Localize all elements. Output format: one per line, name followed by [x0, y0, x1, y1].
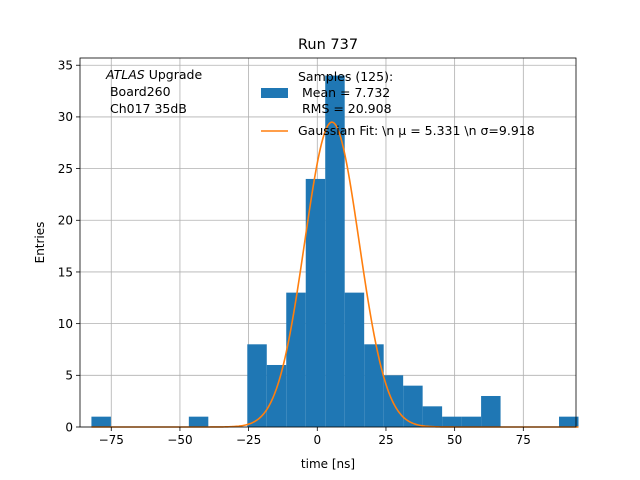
- histogram-bar: [403, 385, 423, 427]
- atlas-label: ATLAS: [105, 67, 145, 82]
- x-tick-label: −75: [99, 433, 124, 447]
- x-tick-label: 25: [378, 433, 393, 447]
- y-axis-label: Entries: [33, 222, 47, 264]
- y-tick-label: 10: [58, 317, 73, 331]
- histogram-bar: [383, 375, 404, 427]
- histogram-bar: [422, 406, 443, 427]
- x-tick-label: 75: [516, 433, 531, 447]
- x-tick-label: −25: [236, 433, 261, 447]
- histogram-bar: [364, 344, 384, 427]
- histogram-bar: [461, 416, 482, 427]
- x-tick-label: −50: [167, 433, 192, 447]
- histogram-bar: [247, 344, 267, 427]
- atlas-annotation-line3: Ch017 35dB: [106, 101, 187, 116]
- x-tick-label: 50: [447, 433, 462, 447]
- y-tick-label: 30: [58, 110, 73, 124]
- histogram-bar: [344, 292, 365, 427]
- atlas-annotation-line1: ATLAS Upgrade: [105, 67, 202, 82]
- histogram-bar: [188, 416, 209, 427]
- legend-samples-line3: RMS = 20.908: [298, 101, 392, 116]
- x-axis-ticks: −75 −50 −25 0 25 50 75: [99, 427, 531, 447]
- histogram-bars: [91, 75, 579, 428]
- x-axis-label: time [ns]: [301, 457, 355, 471]
- y-tick-label: 5: [65, 369, 73, 383]
- legend-samples-patch: [261, 88, 288, 98]
- y-axis-ticks: 0 5 10 15 20 25 30 35: [58, 59, 80, 434]
- histogram-bar: [91, 416, 111, 427]
- y-tick-label: 20: [58, 214, 73, 228]
- legend-samples-line1: Samples (125):: [298, 69, 393, 84]
- legend-samples-line2: Mean = 7.732: [298, 85, 390, 100]
- legend: Samples (125): Mean = 7.732 RMS = 20.908…: [261, 69, 535, 138]
- x-tick-label: 0: [313, 433, 321, 447]
- histogram-bar: [266, 364, 287, 427]
- y-tick-label: 15: [58, 265, 73, 279]
- plot-frame: [79, 57, 577, 428]
- y-tick-label: 35: [58, 59, 73, 73]
- atlas-annotation-line2: Board260: [106, 84, 171, 99]
- legend-fit-label: Gaussian Fit: \n μ = 5.331 \n σ=9.918: [298, 123, 535, 138]
- histogram-bar: [442, 416, 462, 427]
- histogram-bar: [481, 395, 501, 427]
- histogram-bar: [559, 416, 579, 427]
- histogram-bar: [286, 292, 306, 427]
- chart-title: Run 737: [298, 37, 358, 53]
- histogram-bar: [305, 178, 326, 427]
- y-tick-label: 25: [58, 162, 73, 176]
- histogram-bar: [325, 75, 345, 428]
- y-tick-label: 0: [65, 420, 73, 434]
- upgrade-label: Upgrade: [145, 67, 203, 82]
